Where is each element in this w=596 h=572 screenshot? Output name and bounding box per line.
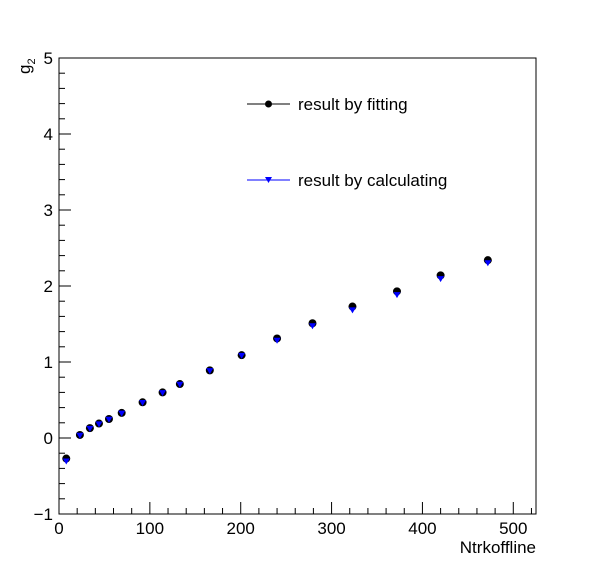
x-axis-ticks: [58, 502, 532, 514]
y-tick-label: 5: [44, 49, 53, 68]
y-axis-tick-labels: −1 0 1 2 3 4 5: [34, 49, 53, 524]
y-axis-ticks: [59, 57, 71, 515]
data-point-calculating: [437, 276, 445, 283]
legend-marker-calculating: [265, 177, 272, 183]
data-point-calculating: [206, 368, 214, 375]
y-tick-label: 1: [44, 353, 53, 372]
data-point-calculating: [238, 352, 246, 359]
y-tick-label: −1: [34, 505, 53, 524]
x-tick-label: 300: [317, 519, 345, 538]
series-calculating: [62, 260, 492, 465]
x-tick-label: 500: [499, 519, 527, 538]
data-point-calculating: [105, 416, 113, 423]
data-point-calculating: [95, 421, 103, 428]
y-tick-label: 2: [44, 277, 53, 296]
y-tick-label: 4: [44, 125, 53, 144]
x-tick-label: 200: [227, 519, 255, 538]
x-tick-label: 100: [136, 519, 164, 538]
data-point-calculating: [76, 432, 84, 439]
plot-frame: [58, 57, 537, 515]
data-point-calculating: [176, 381, 184, 388]
data-point-calculating: [86, 425, 94, 432]
y-tick-label: 0: [44, 429, 53, 448]
data-point-calculating: [484, 260, 492, 267]
y-axis-title: g2: [15, 58, 38, 74]
legend-label-calculating: result by calculating: [298, 171, 447, 190]
data-point-calculating: [139, 400, 147, 407]
data-point-calculating: [348, 307, 356, 314]
data-point-calculating: [118, 410, 126, 417]
x-axis-tick-labels: 0 100 200 300 400 500: [54, 519, 527, 538]
y-axis-title-subscript: 2: [26, 58, 38, 64]
data-point-calculating: [308, 323, 316, 330]
data-point-calculating: [62, 458, 70, 465]
data-point-calculating: [159, 390, 167, 397]
x-tick-label: 0: [54, 519, 63, 538]
series-fitting: [62, 256, 492, 463]
y-tick-label: 3: [44, 201, 53, 220]
legend: result by fitting result by calculating: [247, 95, 447, 190]
x-axis-title: Ntrkoffline: [460, 538, 536, 557]
legend-label-fitting: result by fitting: [298, 95, 408, 114]
data-series: [62, 256, 492, 465]
svg-text:g2: g2: [15, 58, 38, 74]
data-point-calculating: [393, 292, 401, 299]
legend-marker-fitting: [265, 100, 272, 108]
x-tick-label: 400: [408, 519, 436, 538]
y-axis-title-main: g: [15, 65, 34, 74]
data-point-calculating: [273, 337, 281, 344]
